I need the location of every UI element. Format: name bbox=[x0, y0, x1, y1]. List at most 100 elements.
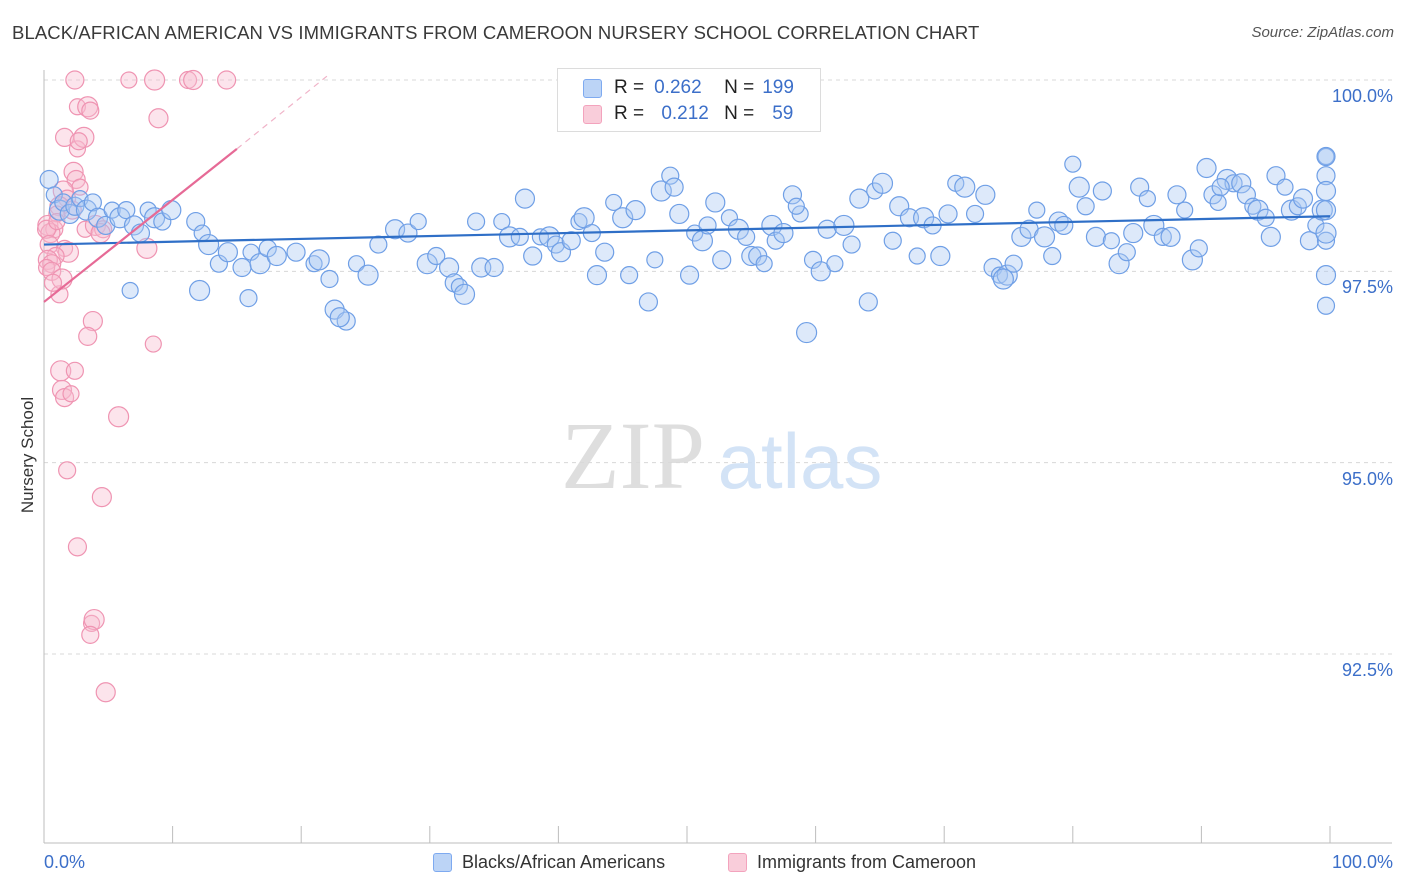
point-immigrants-from-cameroon bbox=[143, 69, 166, 91]
point-blacks-african-americans bbox=[514, 188, 536, 209]
trend-line-blacks bbox=[43, 215, 1331, 246]
trend-lines bbox=[43, 75, 1331, 303]
point-blacks-african-americans bbox=[908, 247, 926, 265]
point-blacks-african-americans bbox=[866, 182, 884, 200]
point-blacks-african-americans bbox=[161, 200, 182, 221]
point-blacks-african-americans bbox=[646, 251, 664, 269]
watermark-atlas: atlas bbox=[718, 417, 883, 505]
point-blacks-african-americans bbox=[1167, 185, 1187, 205]
x-tick-label-min: 0.0% bbox=[44, 852, 86, 872]
point-blacks-african-americans bbox=[755, 255, 773, 273]
point-immigrants-from-cameroon bbox=[94, 220, 113, 239]
legend-n-label: N = bbox=[724, 77, 755, 98]
point-blacks-african-americans bbox=[766, 231, 785, 250]
point-blacks-african-americans bbox=[849, 188, 870, 209]
point-blacks-african-americans bbox=[239, 289, 258, 308]
point-blacks-african-americans bbox=[357, 264, 379, 286]
point-blacks-african-americans bbox=[186, 211, 206, 232]
point-blacks-african-americans bbox=[427, 246, 446, 266]
point-blacks-african-americans bbox=[249, 253, 271, 275]
point-blacks-african-americans bbox=[990, 266, 1009, 284]
point-blacks-african-americans bbox=[620, 266, 639, 285]
point-immigrants-from-cameroon bbox=[148, 108, 169, 129]
point-blacks-african-americans bbox=[795, 321, 818, 344]
point-blacks-african-americans bbox=[1211, 178, 1230, 197]
x-tick-label-max: 100.0% bbox=[1331, 852, 1393, 872]
y-tick-label: 100.0% bbox=[1331, 86, 1393, 106]
points-blacks-african-americans bbox=[39, 146, 1337, 344]
point-blacks-african-americans bbox=[810, 261, 831, 282]
point-immigrants-from-cameroon bbox=[81, 625, 100, 644]
point-immigrants-from-cameroon bbox=[63, 161, 84, 182]
legend-row-blacks: R = 0.262 N = 199 bbox=[583, 76, 794, 100]
point-blacks-african-americans bbox=[1209, 193, 1227, 212]
point-blacks-african-americans bbox=[1176, 201, 1194, 219]
point-immigrants-from-cameroon bbox=[43, 273, 63, 292]
point-blacks-african-americans bbox=[1064, 155, 1082, 173]
point-blacks-african-americans bbox=[954, 176, 976, 198]
point-blacks-african-americans bbox=[1189, 239, 1208, 258]
watermark-zip: ZIP bbox=[561, 402, 705, 509]
point-blacks-african-americans bbox=[1315, 265, 1337, 286]
point-blacks-african-americans bbox=[1315, 200, 1337, 221]
point-blacks-african-americans bbox=[1260, 226, 1281, 247]
point-blacks-african-americans bbox=[1196, 157, 1217, 179]
point-blacks-african-americans bbox=[669, 203, 690, 225]
y-tick-label: 95.0% bbox=[1341, 468, 1393, 489]
trend-line-cameroon bbox=[43, 148, 238, 303]
point-blacks-african-americans bbox=[1033, 226, 1056, 248]
point-blacks-african-americans bbox=[975, 184, 996, 205]
point-blacks-african-americans bbox=[833, 214, 855, 237]
point-blacks-african-americans bbox=[1299, 231, 1320, 251]
bottom-legend-blacks: Blacks/African Americans bbox=[433, 852, 665, 873]
axes bbox=[43, 70, 1392, 844]
legend-r-label: R = bbox=[614, 77, 645, 98]
point-blacks-african-americans bbox=[1108, 253, 1130, 275]
point-blacks-african-americans bbox=[347, 255, 366, 273]
legend-r-label: R = bbox=[614, 103, 645, 124]
legend-swatch-blue bbox=[583, 78, 602, 98]
legend-r-value-cameroon: 0.212 bbox=[661, 103, 709, 124]
point-blacks-african-americans bbox=[453, 283, 476, 305]
point-blacks-african-americans bbox=[661, 166, 680, 185]
point-blacks-african-americans bbox=[438, 257, 460, 278]
point-blacks-african-americans bbox=[369, 235, 388, 254]
point-blacks-african-americans bbox=[117, 201, 136, 220]
gridlines bbox=[44, 79, 1392, 655]
point-blacks-african-americans bbox=[498, 226, 521, 248]
chart-title: BLACK/AFRICAN AMERICAN VS IMMIGRANTS FRO… bbox=[12, 22, 980, 43]
source-label: Source: ZipAtlas.com bbox=[1251, 24, 1394, 41]
point-blacks-african-americans bbox=[1085, 226, 1107, 247]
point-blacks-african-americans bbox=[570, 212, 588, 231]
bottom-legend-swatch-pink bbox=[728, 853, 747, 872]
point-immigrants-from-cameroon bbox=[78, 326, 98, 346]
point-immigrants-from-cameroon bbox=[183, 69, 204, 91]
point-blacks-african-americans bbox=[123, 215, 145, 236]
point-blacks-african-americans bbox=[858, 292, 878, 312]
point-blacks-african-americans bbox=[336, 311, 356, 331]
point-blacks-african-americans bbox=[883, 231, 902, 250]
point-blacks-african-americans bbox=[308, 249, 330, 271]
point-immigrants-from-cameroon bbox=[95, 682, 116, 703]
point-blacks-african-americans bbox=[232, 257, 252, 278]
point-blacks-african-americans bbox=[484, 257, 504, 278]
point-blacks-african-americans bbox=[1076, 197, 1095, 216]
point-blacks-african-americans bbox=[698, 216, 717, 235]
point-blacks-african-americans bbox=[1117, 243, 1136, 262]
point-immigrants-from-cameroon bbox=[67, 537, 88, 557]
bottom-legend-cameroon: Immigrants from Cameroon bbox=[728, 852, 976, 873]
legend-r-value-blacks: 0.262 bbox=[654, 77, 702, 98]
point-blacks-african-americans bbox=[416, 253, 438, 275]
point-blacks-african-americans bbox=[899, 208, 920, 228]
point-blacks-african-americans bbox=[605, 193, 623, 212]
point-blacks-african-americans bbox=[787, 197, 805, 215]
point-blacks-african-americans bbox=[842, 235, 861, 254]
point-blacks-african-americans bbox=[329, 307, 350, 328]
point-blacks-african-americans bbox=[103, 201, 121, 219]
point-blacks-african-americans bbox=[930, 245, 951, 267]
point-blacks-african-americans bbox=[54, 193, 73, 212]
legend-n-value-cameroon: 59 bbox=[772, 103, 794, 124]
point-blacks-african-americans bbox=[638, 292, 659, 312]
point-blacks-african-americans bbox=[761, 214, 783, 237]
point-blacks-african-americans bbox=[992, 268, 1014, 290]
